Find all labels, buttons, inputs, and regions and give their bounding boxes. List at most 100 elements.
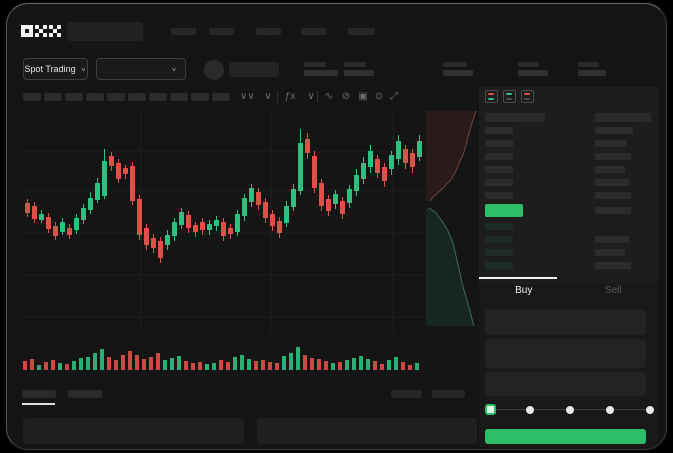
ticker-stat-value-placeholder xyxy=(578,70,606,76)
bid-price-placeholder[interactable] xyxy=(485,262,513,269)
ticker-stat-value-placeholder xyxy=(344,70,374,76)
timeframe-pill[interactable] xyxy=(107,93,125,101)
okx-logo-icon xyxy=(21,25,61,37)
chevron-down-icon[interactable]: ∨ xyxy=(264,91,272,102)
ticker-stat-value-placeholder xyxy=(443,70,473,76)
indicator-icon[interactable]: ƒx xyxy=(284,91,296,102)
ask-price-placeholder[interactable] xyxy=(485,166,513,173)
ticker-stat-label-placeholder xyxy=(518,62,539,67)
okx-logo[interactable] xyxy=(21,24,61,39)
timeframe-pill[interactable] xyxy=(128,93,146,101)
ticker-stat xyxy=(518,62,558,76)
order-form-field[interactable] xyxy=(485,339,646,368)
nav-item-placeholder[interactable] xyxy=(348,28,375,35)
timeframe-pill[interactable] xyxy=(65,93,83,101)
order-form-field[interactable] xyxy=(485,309,646,335)
ask-price-placeholder[interactable] xyxy=(485,179,513,186)
app-screen: Spot Trading ∨ ∨ ∨∨ ∨ ƒx ∨ ∿ ⊘ ▣ ⊙ ⤢ Buy Sell xyxy=(7,4,666,449)
depth-chart xyxy=(426,111,477,326)
ask-size-placeholder xyxy=(595,166,625,173)
ask-price-placeholder[interactable] xyxy=(485,153,513,160)
chevron-down-icon: ∨ xyxy=(171,65,177,73)
ticker-stat-value-placeholder xyxy=(518,70,548,76)
order-book-header-placeholder xyxy=(485,113,545,122)
last-price-highlight[interactable] xyxy=(485,204,523,217)
nav-item-placeholder[interactable] xyxy=(301,28,326,35)
nav-item-placeholder[interactable] xyxy=(256,28,281,35)
ticker-stat xyxy=(578,62,618,76)
line-style-icon[interactable]: ∿ xyxy=(324,91,334,102)
book-both-icon[interactable] xyxy=(485,90,498,103)
ticker-stat-label-placeholder xyxy=(443,62,467,67)
book-asks-icon[interactable] xyxy=(521,90,534,103)
ticker-stat xyxy=(304,62,344,76)
bid-size-placeholder xyxy=(595,262,631,269)
bottom-action-placeholder[interactable] xyxy=(391,390,422,398)
nav-item-placeholder[interactable] xyxy=(171,28,196,35)
chevron-down-icon[interactable]: ∨ xyxy=(307,91,315,102)
separator xyxy=(277,91,278,103)
pair-name-placeholder xyxy=(229,62,279,77)
timeframe-pill[interactable] xyxy=(149,93,167,101)
ask-price-placeholder[interactable] xyxy=(485,127,513,134)
ask-size-placeholder xyxy=(595,153,631,160)
market-type-dropdown[interactable]: Spot Trading ∨ xyxy=(23,58,88,80)
ticker-stat-label-placeholder xyxy=(344,62,366,67)
ask-size-placeholder xyxy=(595,127,633,134)
camera-icon[interactable]: ▣ xyxy=(358,91,368,102)
ticker-stat-value-placeholder xyxy=(304,70,338,76)
separator xyxy=(317,91,318,103)
timeframe-pill[interactable] xyxy=(23,93,41,101)
volume-chart xyxy=(23,347,419,370)
tab-sell[interactable]: Sell xyxy=(604,285,622,296)
bid-price-placeholder[interactable] xyxy=(485,223,513,230)
bid-size-placeholder xyxy=(595,249,625,256)
timeframe-pill[interactable] xyxy=(212,93,230,101)
bottom-active-tab-underline xyxy=(22,403,55,405)
buy-submit-button[interactable] xyxy=(485,429,646,444)
ticker-stat xyxy=(344,62,384,76)
bottom-panel-placeholder xyxy=(257,418,477,444)
tab-buy[interactable]: Buy xyxy=(479,277,569,304)
search-input[interactable] xyxy=(67,22,143,41)
history-icon[interactable]: ⊙ xyxy=(374,91,384,102)
slider-stop[interactable] xyxy=(526,406,534,414)
candle-style-icon[interactable]: ∨∨ xyxy=(240,91,255,102)
fullscreen-icon[interactable]: ⤢ xyxy=(390,91,398,102)
ticker-stat-label-placeholder xyxy=(304,62,326,67)
last-price-size-placeholder xyxy=(595,207,631,214)
book-bids-icon[interactable] xyxy=(503,90,516,103)
ask-size-placeholder xyxy=(595,179,629,186)
drawing-tools-icon[interactable]: ⊘ xyxy=(341,91,351,102)
market-type-label: Spot Trading xyxy=(24,64,76,74)
timeframe-pill[interactable] xyxy=(86,93,104,101)
ask-size-placeholder xyxy=(595,140,627,147)
order-book-header-placeholder xyxy=(595,113,651,122)
buy-sell-tabs: Buy Sell xyxy=(479,277,658,304)
candlestick-chart[interactable] xyxy=(21,111,426,333)
bottom-tab-placeholder[interactable] xyxy=(68,390,102,398)
coin-avatar xyxy=(204,60,224,80)
pair-selector-dropdown[interactable]: ∨ xyxy=(96,58,186,80)
bottom-tab-placeholder[interactable] xyxy=(22,390,56,398)
device-frame: Spot Trading ∨ ∨ ∨∨ ∨ ƒx ∨ ∿ ⊘ ▣ ⊙ ⤢ Buy Sell xyxy=(6,3,667,450)
slider-handle-active[interactable] xyxy=(485,404,496,415)
bid-price-placeholder[interactable] xyxy=(485,249,513,256)
timeframe-pill[interactable] xyxy=(170,93,188,101)
order-form-field[interactable] xyxy=(485,372,646,396)
slider-stop[interactable] xyxy=(606,406,614,414)
slider-stop[interactable] xyxy=(566,406,574,414)
ticker-stat xyxy=(443,62,483,76)
nav-item-placeholder[interactable] xyxy=(209,28,234,35)
bottom-action-placeholder[interactable] xyxy=(432,390,465,398)
slider-stop[interactable] xyxy=(646,406,654,414)
bid-size-placeholder xyxy=(595,236,629,243)
bid-price-placeholder[interactable] xyxy=(485,236,513,243)
ask-price-placeholder[interactable] xyxy=(485,192,513,199)
timeframe-pill[interactable] xyxy=(44,93,62,101)
ask-price-placeholder[interactable] xyxy=(485,140,513,147)
bottom-panel-placeholder xyxy=(23,418,244,444)
timeframe-pill[interactable] xyxy=(191,93,209,101)
chevron-down-icon: ∨ xyxy=(80,65,87,73)
ticker-stat-label-placeholder xyxy=(578,62,599,67)
